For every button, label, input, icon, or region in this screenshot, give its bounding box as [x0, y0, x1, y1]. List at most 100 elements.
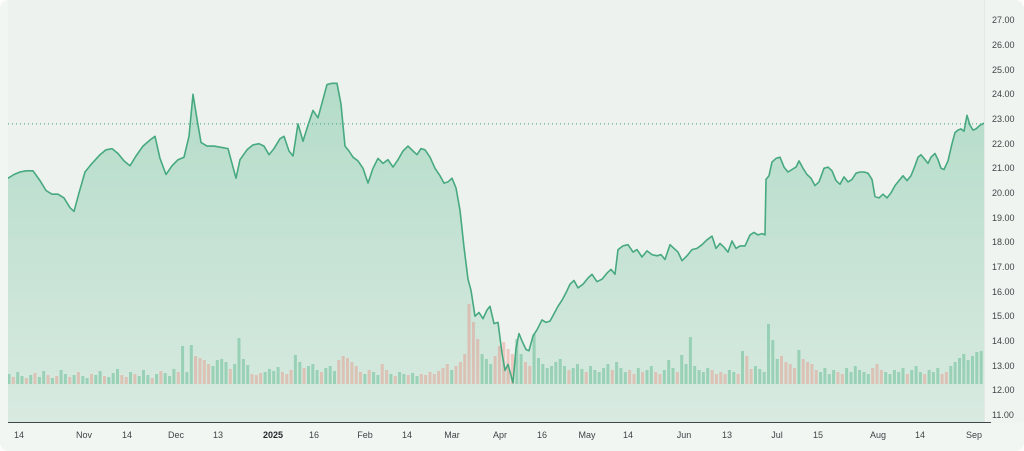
price-scale-tick: 20.00: [992, 187, 1015, 198]
time-scale-tick: May: [578, 430, 596, 440]
volume-bar: [649, 366, 653, 384]
volume-bar: [680, 355, 684, 384]
volume-bar: [467, 304, 471, 384]
volume-bar: [20, 376, 24, 384]
volume-bar: [320, 372, 323, 384]
volume-bar: [246, 365, 250, 384]
volume-bar: [150, 378, 154, 384]
volume-bar: [72, 375, 76, 384]
time-scale-tick: Mar: [444, 430, 460, 440]
volume-bar: [866, 374, 870, 384]
volume-bar: [944, 372, 948, 384]
price-scale-tick: 13.00: [992, 360, 1015, 371]
volume-bar: [532, 334, 536, 384]
price-area-fill: [8, 83, 985, 423]
volume-bar: [354, 366, 358, 384]
volume-bar: [333, 371, 336, 384]
volume-bar: [971, 356, 974, 384]
price-area-chart: [7, 82, 985, 423]
volume-bar: [337, 360, 341, 384]
volume-bar: [33, 373, 37, 384]
volume-bar: [780, 356, 783, 384]
volume-bar: [46, 375, 50, 384]
volume-bar: [276, 367, 280, 384]
volume-bar: [129, 372, 132, 384]
volume-bar: [406, 375, 410, 384]
price-scale-tick: 22.00: [992, 138, 1015, 149]
volume-bar: [892, 370, 896, 384]
volume-bar: [519, 354, 523, 384]
volume-bar: [736, 374, 740, 384]
volume-bar: [398, 372, 402, 384]
volume-bar: [207, 364, 211, 384]
volume-bar: [272, 371, 276, 384]
volume-bar: [840, 374, 844, 384]
volume-bar: [116, 369, 119, 384]
volume-bar: [727, 370, 731, 384]
volume-bar: [168, 376, 172, 384]
volume-bar: [359, 372, 362, 384]
volume-bar: [958, 358, 961, 384]
volume-bar: [719, 372, 723, 384]
price-scale-tick: 19.00: [992, 212, 1015, 223]
volume-bar: [524, 362, 527, 384]
price-scale-tick: 16.00: [992, 286, 1015, 297]
volume-bar: [389, 374, 393, 384]
volume-bar: [515, 339, 519, 384]
volume-bar: [571, 368, 575, 384]
time-scale-tick: Feb: [357, 430, 373, 440]
volume-bar: [897, 372, 901, 384]
volume-bar: [341, 356, 345, 384]
volume-bar: [489, 364, 493, 384]
volume-bar: [953, 362, 957, 384]
volume-bar: [823, 368, 827, 384]
price-scale-tick: 14.00: [992, 335, 1015, 346]
volume-bar: [806, 362, 810, 384]
price-scale[interactable]: 27.00 26.00 25.00 24.00 23.00 22.00 21.00 20.00…: [984, 0, 1024, 423]
time-scale-tick: 13: [721, 430, 733, 440]
volume-bar: [801, 359, 805, 384]
volume-bar: [749, 369, 753, 384]
volume-bar: [146, 375, 150, 384]
time-scale-tick: 14: [401, 430, 413, 440]
volume-bar: [975, 352, 979, 384]
volume-bar: [471, 322, 475, 384]
volume-bar: [24, 378, 28, 384]
volume-bar: [411, 373, 415, 384]
volume-bar: [133, 374, 137, 384]
volume-bar: [910, 370, 914, 384]
volume-bar: [289, 370, 293, 384]
volume-bar: [137, 376, 141, 384]
volume-bar: [545, 368, 549, 384]
volume-bar: [584, 372, 588, 384]
volume-bar: [237, 338, 241, 384]
volume-bar: [849, 372, 853, 384]
volume-bar: [380, 364, 384, 384]
volume-bar: [159, 371, 163, 384]
volume-bar: [220, 359, 224, 384]
volume-bar: [940, 374, 944, 384]
volume-bar: [879, 370, 883, 384]
volume-bar: [593, 370, 597, 384]
volume-bar: [675, 372, 679, 384]
volume-bar: [754, 366, 757, 384]
volume-bar: [450, 370, 454, 384]
volume-bar: [198, 358, 202, 384]
volume-bar: [250, 374, 254, 384]
chart-pane[interactable]: [0, 0, 985, 423]
price-scale-tick: 11.00: [992, 409, 1014, 420]
volume-bar: [580, 369, 584, 384]
volume-bar: [962, 354, 966, 384]
volume-bar: [458, 362, 462, 384]
time-axis-line: [8, 422, 991, 423]
volume-bar: [285, 374, 289, 384]
volume-bar: [497, 346, 501, 384]
time-scale[interactable]: 14 Nov 14 Dec 13 2025 16 Feb 14 Mar Apr 16 May 14 Jun 1…: [0, 423, 1024, 451]
volume-bar: [163, 373, 167, 384]
volume-bar: [615, 362, 619, 384]
volume-bar: [771, 340, 775, 384]
volume-bar: [346, 358, 349, 384]
volume-bar: [311, 364, 315, 384]
volume-bar: [393, 376, 397, 384]
